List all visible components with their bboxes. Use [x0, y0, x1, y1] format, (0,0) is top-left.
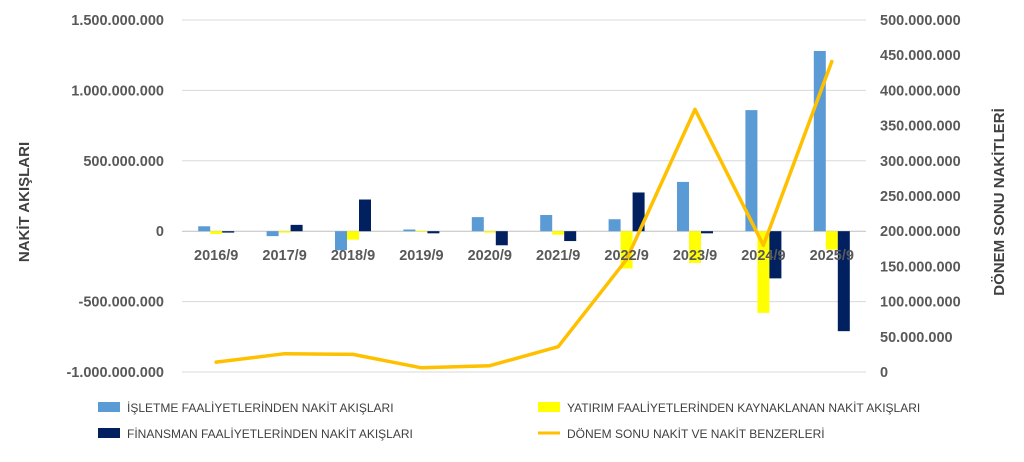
bar-s2-2025-9: [837, 231, 850, 332]
bar-s1-2025-9: [825, 231, 838, 250]
y-tick-label-4: -500.000.000: [79, 295, 164, 311]
y2-tick-label-10: 0: [880, 365, 888, 381]
y-axis-ticks: 1.500.000.000 1.000.000.000 500.000.000 0 -5…: [66, 13, 164, 381]
legend-swatch-investing: [538, 402, 560, 412]
bar-s2-2023-9: [701, 231, 713, 234]
legend-swatch-operating: [98, 402, 120, 412]
bar-s1-2024-9: [757, 231, 770, 313]
bar-s2-2021-9: [564, 231, 577, 242]
x-tick-label-0: 2016/9: [194, 248, 238, 264]
y2-tick-label-7: 150.000.000: [880, 259, 961, 275]
legend: İŞLETME FAALİYETLERİNDEN NAKİT AKIŞLARI …: [98, 401, 920, 441]
bar-s2-2022-9: [632, 192, 645, 232]
x-tick-label-9: 2025/9: [810, 248, 854, 264]
bar-s1-2018-9: [347, 231, 359, 240]
legend-label-operating: İŞLETME FAALİYETLERİNDEN NAKİT AKIŞLARI: [127, 401, 394, 415]
y2-axis-ticks: 500.000.000 450.000.000 400.000.000 350.000…: [880, 13, 961, 381]
x-tick-label-6: 2022/9: [604, 248, 648, 264]
bar-s2-2024-9: [769, 231, 782, 279]
line-point-3-4: [488, 364, 492, 368]
line-point-3-7: [693, 107, 697, 112]
x-tick-label-8: 2024/9: [741, 248, 785, 264]
bar-s1-2021-9: [552, 231, 565, 235]
y2-tick-label-8: 100.000.000: [880, 295, 961, 311]
y2-tick-label-6: 200.000.000: [880, 224, 961, 240]
bar-s2-2018-9: [359, 199, 371, 232]
y2-tick-label-0: 500.000.000: [880, 13, 961, 29]
line-point-3-5: [556, 345, 560, 349]
y2-axis-title: DÖNEM SONU NAKİTLERİ: [991, 108, 1008, 296]
bar-s0-2025-9: [813, 50, 826, 232]
line-point-3-2: [351, 352, 355, 356]
x-tick-label-4: 2020/9: [468, 248, 512, 264]
y-tick-label-3: 0: [156, 224, 164, 240]
bar-s0-2022-9: [608, 219, 621, 232]
bar-s1-2017-9: [278, 231, 291, 233]
y2-tick-label-4: 300.000.000: [880, 154, 961, 170]
y-tick-label-2: 500.000.000: [83, 154, 164, 170]
legend-label-cash: DÖNEM SONU NAKİT VE NAKİT BENZERLERİ: [567, 427, 825, 441]
bar-series: [198, 50, 850, 332]
line-point-3-0: [214, 360, 218, 364]
gridlines: [182, 19, 866, 373]
bar-s2-2017-9: [290, 224, 303, 232]
bar-s0-2021-9: [540, 215, 553, 232]
bar-s0-2018-9: [335, 231, 347, 251]
y2-tick-label-9: 50.000.000: [880, 330, 953, 346]
bar-s0-2016-9: [198, 226, 211, 232]
bar-s1-2019-9: [415, 231, 428, 232]
bar-s0-2023-9: [677, 181, 689, 232]
bar-s2-2020-9: [495, 231, 508, 246]
bar-s2-2019-9: [427, 231, 440, 234]
x-axis-ticks: 2016/9 2017/9 2018/9 2019/9 2020/9 2021/9 2022…: [194, 248, 854, 264]
y2-tick-label-3: 350.000.000: [880, 119, 961, 135]
x-tick-label-1: 2017/9: [262, 248, 306, 264]
y-tick-label-5: -1.000.000.000: [66, 365, 164, 381]
line-point-3-3: [419, 366, 423, 370]
bar-s2-2016-9: [222, 231, 235, 233]
bar-s0-2019-9: [403, 229, 416, 232]
y-tick-label-1: 1.000.000.000: [71, 83, 164, 99]
bar-s0-2024-9: [745, 110, 758, 232]
line-series: [214, 59, 834, 370]
y2-tick-label-1: 450.000.000: [880, 48, 961, 64]
y-tick-label-0: 1.500.000.000: [71, 13, 164, 29]
line-point-3-6: [625, 257, 629, 261]
y2-tick-label-5: 250.000.000: [880, 189, 961, 205]
bar-s1-2023-9: [689, 231, 701, 263]
bar-s1-2020-9: [483, 231, 496, 233]
x-tick-label-3: 2019/9: [399, 248, 443, 264]
y2-tick-label-2: 400.000.000: [880, 83, 961, 99]
bar-s1-2016-9: [210, 231, 223, 235]
x-tick-label-7: 2023/9: [673, 248, 717, 264]
legend-swatch-financing: [98, 428, 120, 438]
bar-s0-2017-9: [266, 231, 279, 237]
legend-label-financing: FİNANSMAN FAALİYETLERİNDEN NAKİT AKIŞLAR…: [127, 427, 413, 441]
bar-s0-2020-9: [471, 217, 484, 232]
line-point-3-9: [830, 59, 834, 64]
bar-s1-2022-9: [620, 231, 633, 269]
line-point-3-1: [283, 352, 287, 356]
line-point-3-8: [761, 243, 766, 247]
x-tick-label-5: 2021/9: [536, 248, 580, 264]
legend-label-investing: YATIRIM FAALİYETLERİNDEN KAYNAKLANAN NAK…: [567, 401, 920, 415]
x-tick-label-2: 2018/9: [331, 248, 375, 264]
y-axis-title: NAKİT AKIŞLARI: [16, 142, 33, 262]
line-series-3: [214, 59, 834, 370]
